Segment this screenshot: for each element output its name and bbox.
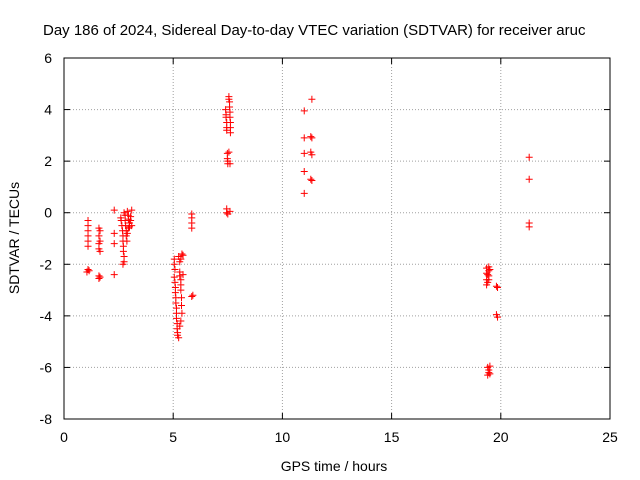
data-point-plus [484,371,492,379]
data-point-plus [223,209,231,217]
data-point-plus [226,129,234,137]
x-tick-label: 25 [602,429,618,445]
data-point-plus [484,271,492,279]
data-point-plus [177,317,185,325]
data-point-plus [110,229,118,237]
data-point-plus [124,224,132,232]
data-point-plus [494,313,502,321]
data-point-plus [308,134,316,142]
data-point-plus [175,334,183,342]
data-point-plus [179,271,187,279]
data-point-plus [123,207,131,215]
data-point-plus [308,95,316,103]
data-point-plus [110,240,118,248]
data-point-plus [525,153,533,161]
data-point-plus [177,286,185,294]
data-point-plus [300,167,308,175]
x-tick-label: 15 [384,429,400,445]
data-point-plus [96,273,104,281]
data-point-plus [96,247,104,255]
data-point-plus [123,237,131,245]
plot-frame [63,57,611,420]
axis-ticks: 0 5 10 15 20 25 -8 -6 -4 -2 0 2 4 6 [40,50,618,445]
data-point-plus [96,227,104,235]
data-point-plus [176,272,184,280]
data-point-plus [188,293,196,301]
data-point-plus [178,250,186,258]
data-point-plus [128,206,136,214]
data-point-plus [525,223,533,231]
data-point-plus [84,242,92,250]
data-point-plus [110,206,118,214]
data-point-plus [123,229,131,237]
data-point-plus [189,291,197,299]
data-point-plus [172,314,180,322]
y-tick-label: 6 [44,50,52,66]
data-point-plus [525,175,533,183]
data-point-plus [177,302,185,310]
y-tick-label: 2 [44,153,52,169]
y-tick-label: 4 [44,102,52,118]
data-point-plus [300,189,308,197]
data-point-plus [95,274,103,282]
data-point-plus [110,271,118,279]
data-point-plus [177,294,185,302]
data-point-plus [119,247,127,255]
data-point-plus [300,149,308,157]
gridlines [64,58,610,419]
data-point-plus [225,148,233,156]
data-point-plus [178,309,186,317]
data-point-plus [171,265,179,273]
data-point-plus [176,322,184,330]
data-point-plus [83,268,91,276]
data-point-plus [223,126,231,134]
y-tick-label: 0 [44,205,52,221]
data-point-plus [308,151,316,159]
data-point-plus [300,107,308,115]
data-point-plus [300,134,308,142]
x-tick-label: 0 [60,429,68,445]
data-point-plus [170,260,178,268]
data-point-plus [177,255,185,263]
y-tick-label: -8 [40,411,53,427]
x-tick-label: 20 [493,429,509,445]
x-axis-label: GPS time / hours [281,458,388,474]
y-tick-label: -2 [40,256,53,272]
y-tick-label: -6 [40,359,53,375]
data-point-plus [95,232,103,240]
data-point-plus [188,224,196,232]
data-point-plus [308,176,316,184]
y-axis-label: SDTVAR / TECUs [6,182,22,294]
x-tick-label: 5 [169,429,177,445]
data-point-plus [307,133,315,141]
y-tick-label: -4 [40,308,53,324]
data-point-plus [119,260,127,268]
data-point-plus [170,273,178,281]
data-point-plus [226,160,234,168]
data-point-plus [127,216,135,224]
data-point-plus [179,251,187,259]
data-point-plus [172,299,180,307]
x-tick-label: 10 [275,429,291,445]
data-point-plus [494,283,502,291]
data-point-plus [486,362,494,370]
data-point-plus [307,175,315,183]
chart-title: Day 186 of 2024, Sidereal Day-to-day VTE… [43,22,586,39]
data-point-plus [492,282,500,290]
data-point-plus [486,265,494,273]
data-point-plus [485,276,493,284]
data-point-plus [226,207,234,215]
data-series-sdtvar [83,93,533,379]
plot-border [63,57,611,420]
